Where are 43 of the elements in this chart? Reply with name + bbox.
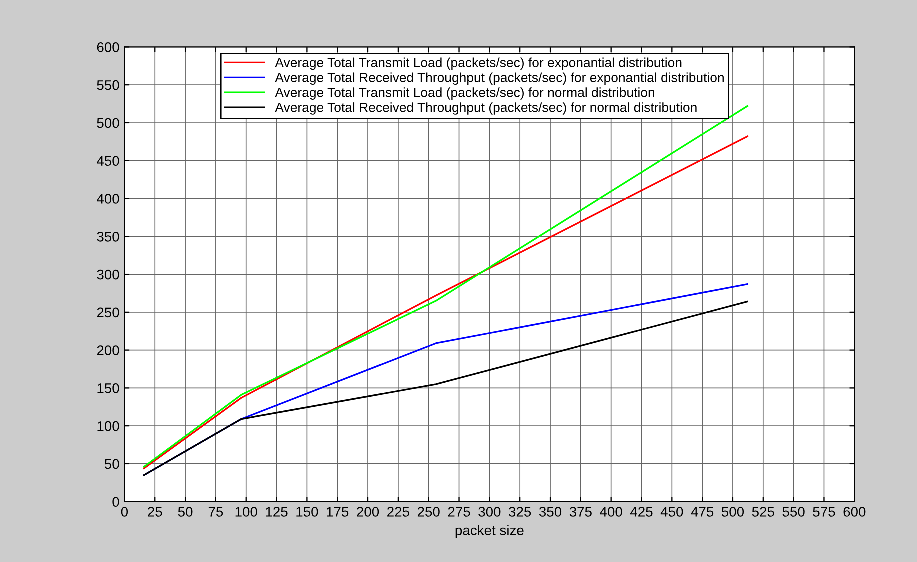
x-tick-label: 225 [388,507,410,517]
x-tick-label: 200 [357,507,380,517]
x-axis-title: packet size [456,525,524,538]
y-tick-label: 250 [97,308,120,318]
y-tick-label: 350 [97,232,120,242]
x-tick-label: 125 [266,507,288,517]
y-tick-label: 450 [97,156,120,166]
y-tick-label: 100 [98,421,120,432]
y-tick-label: 50 [104,459,120,470]
x-tick-label: 525 [752,507,774,517]
x-tick-label: 250 [418,507,440,517]
x-tick-label: 0 [121,507,128,517]
x-tick-label: 350 [539,507,562,517]
y-tick-label: 300 [97,270,120,280]
legend-label: Average Total Received Throughput (packets/sec) for exponantial distribution [275,72,724,85]
y-tick-label: 550 [97,80,120,90]
x-tick-label: 25 [148,507,162,517]
x-tick-label: 550 [782,507,805,517]
x-tick-label: 425 [630,507,653,517]
x-tick-label: 75 [208,507,224,517]
x-tick-label: 325 [509,507,532,517]
x-tick-label: 100 [236,507,258,517]
legend-label: Average Total Transmit Load (packets/sec) for normal distribution [275,88,654,100]
x-tick-label: 300 [478,507,501,517]
x-tick-label: 175 [327,507,349,517]
x-tick-label: 600 [844,507,866,517]
x-tick-label: 500 [722,507,744,517]
legend-label: Average Total Received Throughput (packets/sec) for normal distribution [275,102,697,115]
legend-label: Average Total Transmit Load (packets/sec) for exponantial distribution [275,58,682,70]
y-tick-label: 150 [98,384,120,394]
y-tick-label: 600 [97,42,120,52]
x-tick-label: 375 [570,507,592,517]
y-tick-label: 200 [97,346,120,356]
x-tick-label: 450 [660,507,684,517]
y-tick-label: 0 [112,497,120,508]
x-tick-label: 50 [178,507,193,517]
x-tick-label: 150 [296,507,318,517]
x-tick-label: 275 [448,507,470,517]
x-tick-label: 400 [600,507,622,517]
x-tick-label: 575 [813,507,836,517]
y-tick-label: 400 [97,194,120,204]
y-tick-label: 500 [97,118,120,128]
x-tick-label: 475 [691,507,714,517]
